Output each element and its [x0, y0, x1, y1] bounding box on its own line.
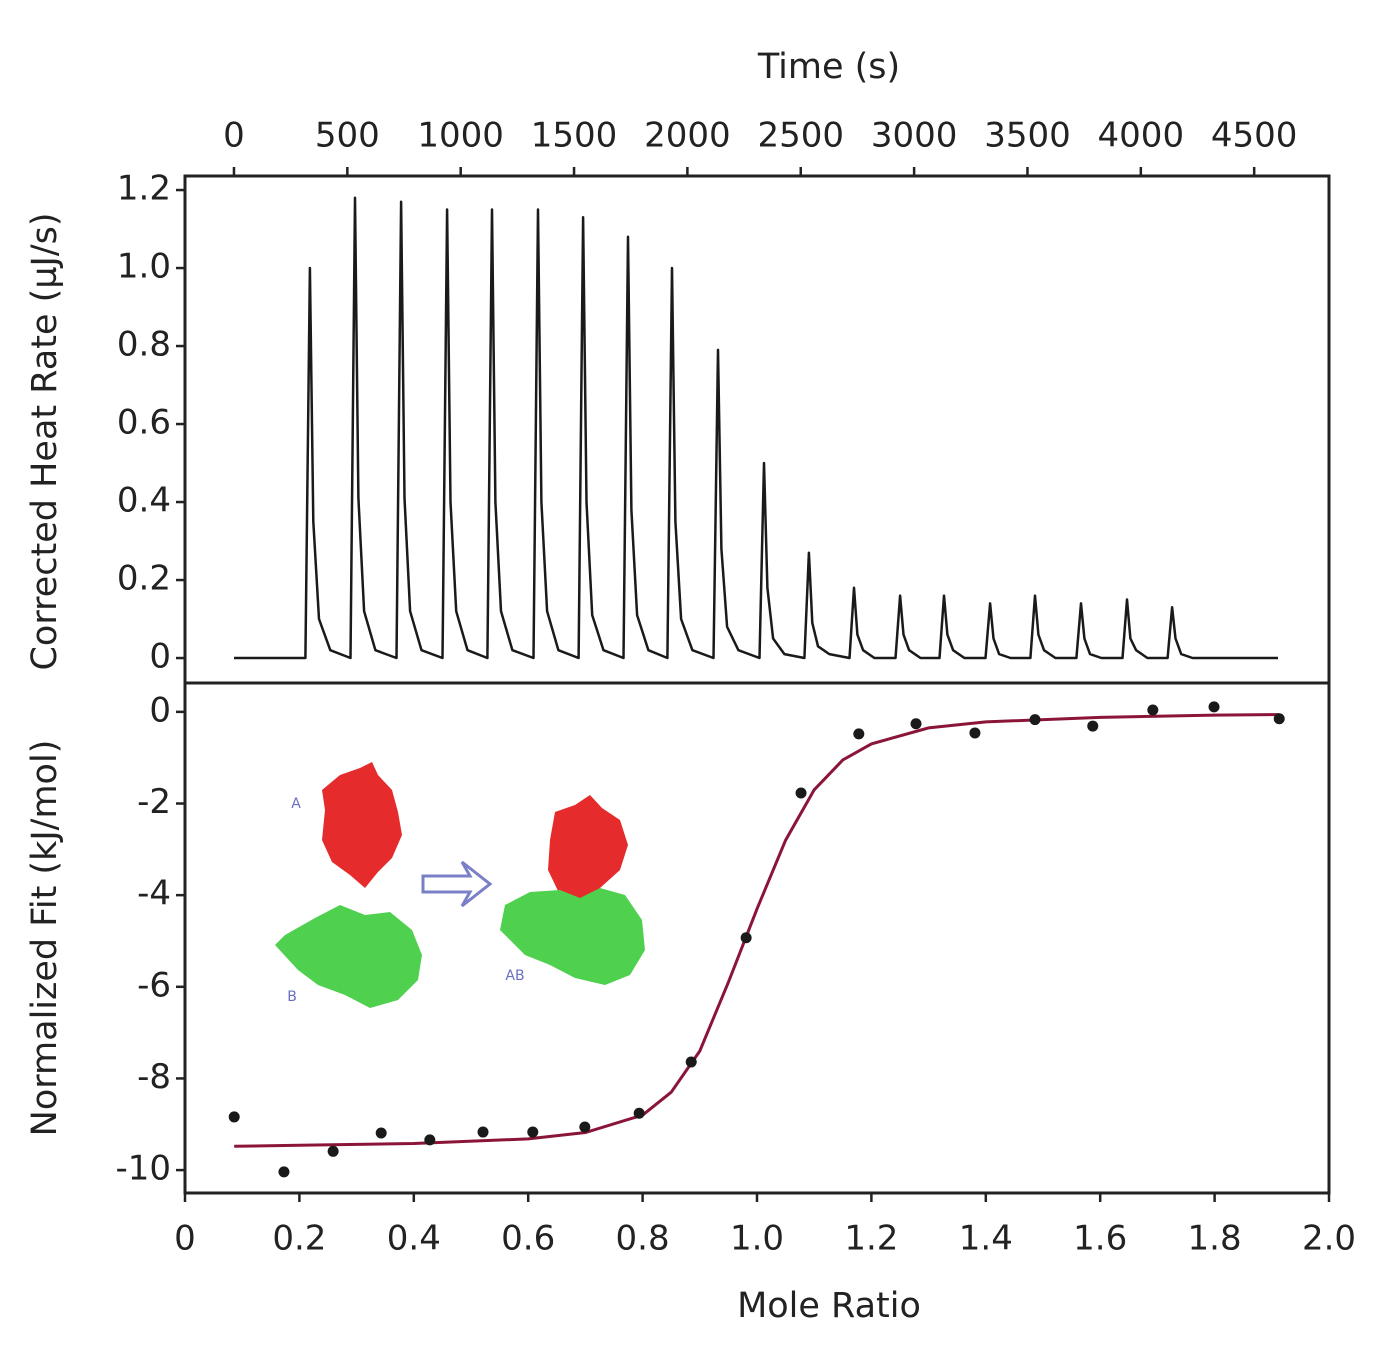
protein-b	[275, 905, 422, 1008]
x-tick-label: 0.6	[501, 1219, 555, 1259]
data-point	[424, 1134, 436, 1146]
arrow	[421, 860, 493, 908]
annotation: A	[291, 796, 301, 812]
y-tick-label: 1.2	[117, 169, 171, 209]
x-tick-label: 1.2	[844, 1219, 898, 1259]
x-tick-label: 2000	[644, 116, 731, 156]
y-tick-label: -8	[137, 1057, 171, 1097]
x-tick-label: 0.2	[272, 1219, 326, 1259]
y-tick-label: 0.4	[117, 481, 171, 521]
x-tick-label: 1500	[531, 116, 618, 156]
data-point	[228, 1111, 240, 1123]
data-point	[853, 728, 865, 740]
data-point	[1087, 720, 1099, 732]
y-tick-label: 0	[149, 690, 171, 730]
data-point	[910, 718, 922, 730]
protein-a	[322, 762, 402, 888]
data-point	[1029, 714, 1041, 726]
y-tick-label: 0.2	[117, 559, 171, 599]
x-axis-title: Time (s)	[757, 47, 900, 87]
x-tick-label: 1.0	[730, 1219, 784, 1259]
annotation: B	[287, 989, 297, 1005]
y-tick-label: 0.8	[117, 325, 171, 365]
protein-ab-b	[500, 888, 645, 985]
inset: A B AB	[275, 762, 645, 1008]
x-tick-label: 0.8	[616, 1219, 670, 1259]
heat-trace	[234, 196, 1278, 660]
annotation: AB	[505, 968, 524, 984]
x-axis-title: Mole Ratio	[737, 1286, 921, 1326]
data-point	[1147, 704, 1159, 716]
x-tick-label: 500	[315, 116, 380, 156]
y-axis-title: Normalized Fit (kJ/mol)	[25, 740, 65, 1137]
x-tick-label: 0	[223, 116, 245, 156]
data-point	[278, 1166, 290, 1178]
data-point	[1273, 713, 1285, 725]
x-tick-label: 1.8	[1188, 1219, 1242, 1259]
data-point	[1208, 701, 1220, 713]
x-tick-label: 4500	[1211, 116, 1298, 156]
x-tick-label: 3500	[984, 116, 1071, 156]
y-tick-label: -10	[115, 1149, 171, 1189]
data-point	[327, 1145, 339, 1157]
data-point	[795, 787, 807, 799]
y-tick-label: 0.6	[117, 403, 171, 443]
data-point	[527, 1126, 539, 1138]
x-tick-label: 1.6	[1073, 1219, 1127, 1259]
y-tick-label: -6	[137, 965, 171, 1005]
x-tick-label: 0	[174, 1219, 196, 1259]
data-point	[740, 932, 752, 944]
data-point	[633, 1107, 645, 1119]
y-tick-label: 1.0	[117, 247, 171, 287]
x-tick-label: 1000	[417, 116, 504, 156]
fit-line	[234, 713, 1280, 1148]
x-tick-label: 1.4	[959, 1219, 1013, 1259]
y-tick-label: -2	[137, 782, 171, 822]
y-tick-label: 0	[149, 637, 171, 677]
data-point	[579, 1121, 591, 1133]
x-tick-label: 4000	[1098, 116, 1185, 156]
data-point	[685, 1056, 697, 1068]
x-tick-label: 3000	[871, 116, 958, 156]
x-tick-label: 2500	[757, 116, 844, 156]
protein-ab-a	[548, 795, 628, 908]
data-point	[477, 1126, 489, 1138]
data-point	[375, 1127, 387, 1139]
data-point	[969, 727, 981, 739]
y-tick-label: -4	[137, 874, 171, 914]
x-tick-label: 0.4	[387, 1219, 441, 1259]
x-tick-label: 2.0	[1302, 1219, 1356, 1259]
y-axis-title: Corrected Heat Rate (µJ/s)	[25, 212, 65, 670]
